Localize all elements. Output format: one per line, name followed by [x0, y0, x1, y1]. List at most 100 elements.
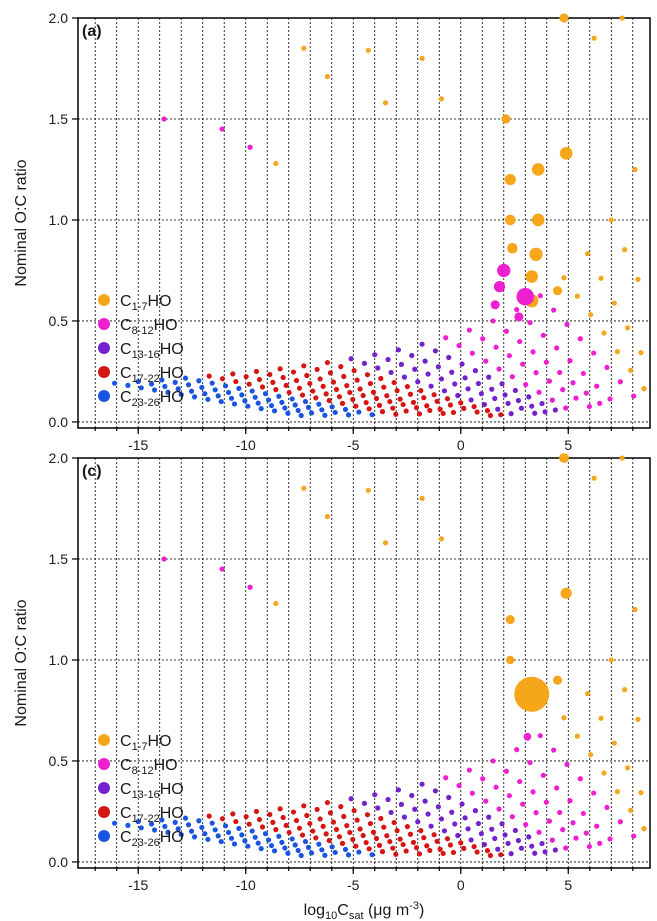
data-point-c13_16 [468, 397, 474, 403]
data-point-c8_12 [483, 798, 489, 804]
data-point-c13_16 [475, 820, 481, 827]
data-point-c23_26 [178, 392, 184, 398]
data-point-c1_7 [601, 770, 607, 776]
data-point-c13_16 [432, 788, 438, 794]
x-tick-label: -10 [236, 877, 256, 893]
data-point-c17_22 [393, 851, 399, 857]
data-point-c17_22 [487, 852, 494, 859]
data-point-c23_26 [285, 410, 291, 416]
data-point-c8_12 [533, 370, 539, 376]
data-point-c8_12 [527, 319, 533, 326]
data-point-c23_26 [162, 383, 168, 389]
data-point-c17_22 [384, 393, 390, 399]
data-point-c8_12 [543, 799, 549, 805]
data-point-c23_26 [225, 829, 232, 836]
data-point-c1_7 [505, 615, 515, 625]
data-point-c8_12 [549, 397, 555, 403]
data-point-c13_16 [401, 374, 408, 380]
data-point-c1_7 [641, 826, 647, 832]
data-point-c8_12 [520, 801, 526, 807]
data-point-c17_22 [320, 823, 326, 829]
data-point-c13_16 [435, 804, 442, 810]
data-point-c13_16 [348, 796, 354, 802]
data-point-c23_26 [308, 850, 315, 856]
data-point-c23_26 [209, 820, 215, 826]
data-point-c23_26 [369, 412, 375, 418]
data-point-c17_22 [344, 382, 350, 389]
data-point-c23_26 [282, 845, 288, 851]
data-point-c8_12 [551, 747, 557, 753]
data-point-c8_12 [594, 823, 600, 829]
data-point-c8_12 [523, 821, 529, 828]
data-point-c23_26 [236, 825, 242, 832]
data-point-c17_22 [253, 368, 260, 375]
data-point-c23_26 [111, 380, 118, 386]
data-point-c13_16 [529, 843, 535, 849]
data-point-c8_12 [483, 358, 489, 364]
data-point-c17_22 [474, 409, 480, 415]
data-point-c13_16 [388, 369, 394, 376]
data-point-c1_7 [552, 675, 563, 685]
legend-label-c13_16: C13-16HO [120, 341, 184, 361]
data-point-c17_22 [387, 398, 393, 405]
data-point-c17_22 [304, 812, 310, 819]
data-point-c23_26 [111, 820, 118, 826]
data-point-c23_26 [172, 379, 178, 385]
legend-marker-c13_16 [98, 782, 110, 794]
data-point-c13_16 [375, 365, 381, 371]
data-point-c17_22 [324, 799, 331, 806]
data-point-c23_26 [151, 387, 158, 393]
data-point-c23_26 [298, 852, 304, 859]
data-point-c17_22 [384, 833, 390, 839]
data-point-c8_12 [533, 810, 539, 816]
data-point-c13_16 [462, 815, 468, 821]
data-point-c17_22 [330, 819, 337, 825]
data-point-c23_26 [329, 404, 335, 410]
data-point-c8_12 [443, 335, 449, 341]
data-point-c8_12 [496, 806, 502, 812]
data-point-c13_16 [446, 794, 452, 801]
data-point-c23_26 [239, 392, 245, 398]
data-point-c17_22 [270, 819, 276, 825]
data-point-c17_22 [458, 840, 464, 846]
data-point-c17_22 [366, 846, 372, 852]
data-point-c13_16 [348, 356, 354, 362]
data-point-c17_22 [243, 814, 249, 820]
data-point-c1_7 [608, 657, 614, 663]
data-point-c23_26 [276, 833, 282, 839]
data-point-c17_22 [333, 386, 340, 393]
data-point-c17_22 [230, 371, 236, 377]
data-point-c13_16 [452, 821, 458, 827]
data-point-c23_26 [245, 843, 251, 849]
data-point-c23_26 [295, 847, 301, 854]
data-point-c13_16 [425, 371, 431, 377]
data-point-c13_16 [395, 347, 402, 353]
data-point-c1_7 [504, 214, 516, 226]
data-point-c8_12 [490, 300, 500, 310]
data-point-c17_22 [427, 847, 433, 854]
data-point-c1_7 [529, 247, 543, 261]
data-point-c17_22 [424, 843, 430, 849]
data-point-c8_12 [586, 403, 592, 410]
data-point-c8_12 [496, 366, 502, 372]
data-point-c23_26 [135, 818, 141, 825]
data-point-c13_16 [492, 835, 498, 842]
data-point-c17_22 [293, 377, 300, 384]
data-point-c17_22 [367, 820, 374, 827]
data-point-c23_26 [165, 829, 171, 835]
data-point-c23_26 [345, 852, 352, 858]
data-point-c17_22 [296, 385, 303, 391]
data-point-c8_12 [560, 387, 566, 393]
data-point-c8_12 [586, 843, 592, 850]
data-point-c17_22 [390, 405, 396, 411]
data-point-c17_22 [364, 372, 371, 378]
data-point-c23_26 [125, 382, 131, 388]
data-point-c13_16 [499, 381, 505, 387]
data-point-c17_22 [314, 366, 320, 373]
data-point-c23_26 [302, 398, 309, 405]
data-point-c23_26 [271, 848, 278, 854]
legend-marker-c1_7 [98, 294, 110, 306]
data-point-c1_7 [591, 475, 597, 481]
data-point-c13_16 [481, 401, 488, 408]
data-point-c23_26 [285, 850, 291, 856]
